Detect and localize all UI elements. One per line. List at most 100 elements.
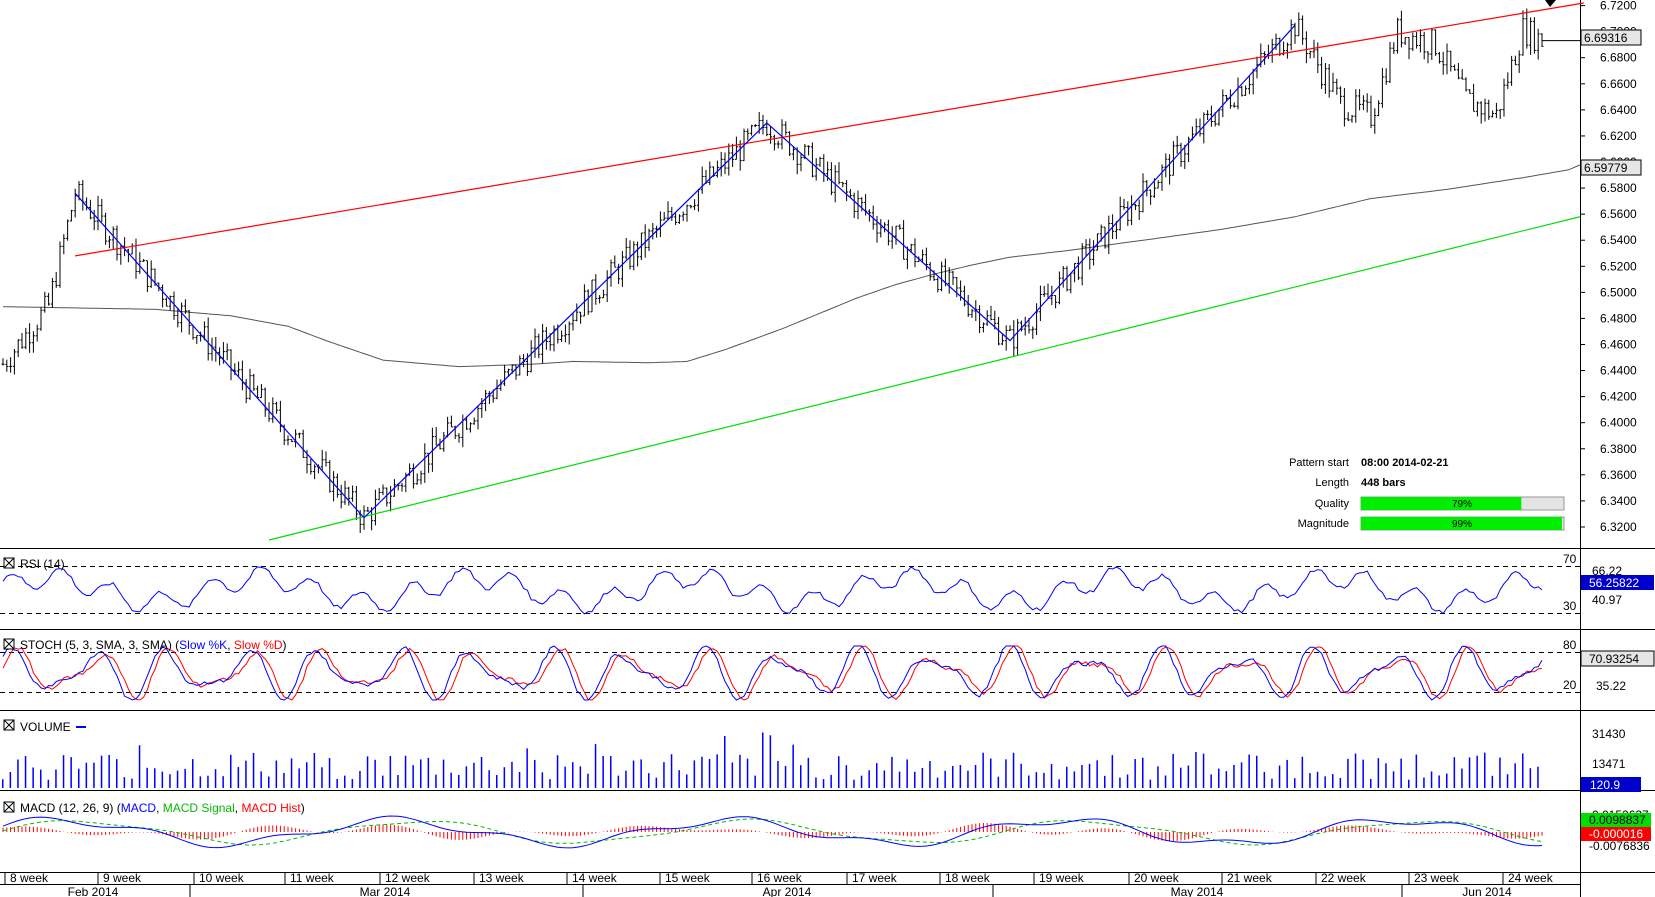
rsi-title: RSI (14) [20,557,65,571]
volume-bar [359,770,361,788]
volume-bar [450,772,452,788]
volume-bar [1111,755,1114,788]
volume-bar [564,766,566,788]
volume-bar [549,779,551,788]
week-label: 9 week [103,871,142,885]
volume-tick-2: 13471 [1592,757,1626,771]
stoch-panel: STOCH (5, 3, SMA, 3, SMA) (Slow %K, Slow… [0,638,1655,701]
volume-bar [632,760,635,788]
volume-bar [351,779,354,788]
volume-bar [678,770,680,788]
volume-bar [1050,763,1053,788]
volume-bar [739,754,741,788]
price-tick-label: 6.5400 [1600,233,1637,247]
macd-value-box-2 [1581,827,1651,841]
volume-bar [868,770,870,788]
week-label: 10 week [199,871,245,885]
volume-bar [336,778,338,788]
volume-bar [473,762,475,788]
volume-bar [1187,765,1190,788]
volume-bar [1301,756,1304,788]
macd-title: MACD (12, 26, 9) [20,801,113,815]
volume-bar [313,752,316,788]
volume-bar [1347,758,1349,788]
month-label: May 2014 [1171,885,1224,897]
volume-bar [800,765,802,788]
volume-bar [891,756,893,788]
volume-bar [108,754,110,788]
volume-bar [1438,775,1440,788]
volume-bar [420,759,422,788]
volume-bar [321,767,323,788]
volume-bar [701,756,703,788]
volume-bar [1088,763,1091,788]
volume-bar [952,765,954,788]
volume-title: VOLUME [20,720,71,734]
macd-value-2: -0.000016 [1589,827,1643,841]
price-tick-label: 6.7200 [1600,0,1637,13]
week-label: 14 week [572,871,618,885]
volume-bar [252,752,255,788]
stoch-close-paren: ) [283,638,287,652]
time-axis: 8 week 9 week 10 week 11 week 12 week 13 week… [4,871,1554,897]
volume-bar [556,755,559,788]
price-tick-label: 6.4000 [1600,416,1637,430]
volume-bar [1218,768,1220,788]
volume-bar [260,771,262,788]
price-tick-label: 6.6800 [1600,51,1637,65]
volume-bar [693,760,696,788]
rsi-level-30-label: 30 [1563,599,1577,613]
volume-value-box [1581,777,1641,792]
macd-name: MACD [121,801,157,815]
volume-bar [1256,755,1258,788]
volume-bars [2,732,1539,788]
volume-bar [503,767,506,788]
stoch-k-line [2,645,1543,701]
volume-bar [1286,759,1288,788]
stoch-open-paren: ( [175,638,179,652]
volume-bar [1324,776,1326,788]
volume-bar [876,763,878,788]
volume-bar [1430,771,1433,788]
volume-bar [1263,771,1266,788]
rsi-value: 56.25822 [1589,576,1639,590]
week-label: 16 week [757,871,803,885]
volume-bar [731,762,734,788]
zigzag-pattern-line [74,24,1296,519]
volume-bar [830,774,832,788]
volume-bar [442,759,445,788]
volume-bar [784,765,787,788]
rsi-tick-1: 66.22 [1592,564,1622,578]
volume-bar [366,756,369,788]
volume-bar [465,766,468,788]
volume-bar [230,754,232,788]
volume-bar [237,767,240,788]
rsi-value-box [1581,575,1654,590]
rsi-panel: RSI (14) 70 30 66.22 40.97 56.25822 [0,552,1654,615]
volume-bar [746,758,749,788]
price-tick-label: 6.3200 [1600,520,1637,534]
volume-bar [404,755,407,788]
volume-bar [268,776,270,788]
macd-close-cross [3,801,15,813]
volume-bar [1309,773,1311,788]
price-tick-label: 6.6600 [1600,77,1637,91]
macd-histogram [2,823,1543,842]
volume-bar [435,774,437,788]
volume-bar [610,756,612,788]
volume-bar [1354,753,1357,788]
week-label: 18 week [945,871,991,885]
macd-hist-name: MACD Hist [241,801,301,815]
volume-bar [1035,772,1038,788]
volume-bar [762,732,764,788]
volume-bar [1081,765,1083,788]
volume-bar [853,779,855,788]
volume-bar [1385,763,1387,788]
volume-bar [93,762,95,788]
week-label: 22 week [1321,871,1367,885]
volume-close-cross [3,719,15,731]
volume-bar [1468,757,1471,788]
volume-bar [944,770,946,788]
volume-bar [777,760,779,788]
volume-bar [480,756,483,788]
